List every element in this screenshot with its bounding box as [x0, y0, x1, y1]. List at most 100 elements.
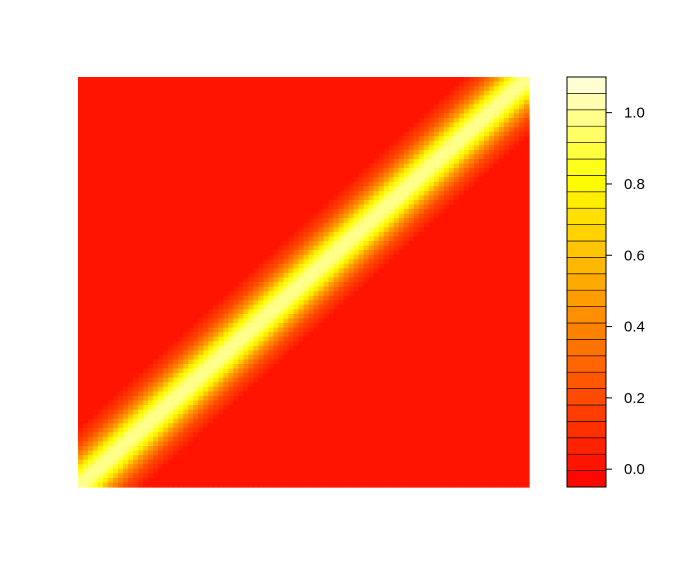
heatmap-cell — [273, 405, 280, 411]
heatmap-cell — [318, 131, 325, 137]
heatmap-cell — [168, 186, 174, 192]
heatmap-cell — [278, 90, 285, 96]
heatmap-cell — [163, 345, 169, 351]
heatmap-cell — [168, 446, 174, 452]
heatmap-cell — [243, 149, 249, 156]
heatmap-cell — [328, 282, 335, 288]
heatmap-cell — [333, 77, 340, 83]
heatmap-cell — [268, 341, 275, 347]
heatmap-cell — [228, 455, 234, 461]
heatmap-cell — [218, 464, 224, 470]
heatmap-cell — [238, 209, 244, 215]
heatmap-cell — [258, 423, 265, 429]
heatmap-cell — [208, 309, 214, 315]
heatmap-cell — [243, 136, 249, 142]
heatmap-cell — [288, 81, 295, 87]
heatmap-cell — [168, 195, 174, 201]
heatmap-cell — [93, 336, 99, 342]
heatmap-cell — [238, 291, 244, 297]
heatmap-cell — [123, 341, 129, 347]
heatmap-cell — [168, 122, 174, 128]
heatmap-cell — [118, 473, 124, 479]
heatmap-cell — [83, 218, 89, 224]
heatmap-cell — [113, 291, 119, 297]
heatmap-cell — [258, 336, 265, 342]
heatmap-cell — [143, 136, 149, 142]
heatmap-cell — [353, 186, 360, 192]
heatmap-cell — [78, 159, 84, 165]
heatmap-cell — [138, 409, 144, 415]
heatmap-cell — [148, 382, 154, 388]
heatmap-cell — [308, 455, 315, 461]
heatmap-cell — [93, 209, 99, 215]
heatmap-cell — [313, 90, 320, 96]
heatmap-cell — [223, 282, 229, 288]
heatmap-cell — [323, 400, 330, 406]
heatmap-cell — [213, 391, 219, 397]
heatmap-cell — [233, 250, 239, 256]
heatmap-cell — [138, 441, 144, 447]
heatmap-cell — [173, 459, 179, 465]
heatmap-cell — [238, 181, 244, 187]
heatmap-cell — [83, 259, 89, 265]
heatmap-cell — [243, 186, 249, 192]
heatmap-cell — [123, 277, 129, 283]
heatmap-cell — [298, 323, 305, 329]
heatmap-cell — [293, 200, 300, 206]
heatmap-cell — [198, 190, 204, 197]
heatmap-cell — [198, 77, 204, 83]
heatmap-cell — [318, 213, 325, 219]
heatmap-cell — [243, 81, 249, 87]
heatmap-cell — [298, 136, 305, 142]
heatmap-cell — [213, 200, 219, 206]
heatmap-cell — [278, 268, 285, 274]
heatmap-cell — [98, 382, 104, 388]
heatmap-cell — [278, 386, 285, 392]
heatmap-cell — [183, 286, 189, 292]
heatmap-cell — [313, 473, 320, 479]
heatmap-cell — [243, 272, 249, 279]
heatmap-cell — [143, 268, 149, 274]
heatmap-cell — [153, 418, 159, 424]
heatmap-cell — [203, 359, 209, 365]
heatmap-cell — [338, 300, 345, 306]
heatmap-cell — [238, 154, 244, 160]
heatmap-cell — [168, 118, 174, 124]
heatmap-cell — [343, 373, 350, 379]
heatmap-cell — [123, 436, 129, 443]
heatmap-cell — [203, 446, 209, 452]
heatmap-cell — [118, 336, 124, 342]
heatmap-cell — [303, 159, 310, 165]
heatmap-cell — [158, 222, 164, 228]
heatmap-cell — [243, 477, 249, 484]
heatmap-cell — [223, 377, 229, 383]
heatmap-cell — [178, 90, 184, 96]
heatmap-cell — [168, 263, 174, 269]
heatmap-cell — [233, 245, 239, 251]
heatmap-cell — [258, 213, 265, 219]
heatmap-cell — [93, 86, 99, 92]
heatmap-cell — [263, 127, 270, 133]
heatmap-cell — [118, 359, 124, 365]
heatmap-cell — [93, 364, 99, 370]
heatmap-cell — [173, 432, 179, 438]
heatmap-cell — [333, 464, 340, 470]
heatmap-cell — [188, 250, 194, 256]
heatmap-cell — [123, 291, 129, 297]
heatmap-cell — [288, 477, 295, 484]
heatmap-cell — [123, 95, 129, 101]
heatmap-cell — [133, 455, 139, 461]
heatmap-cell — [233, 318, 239, 324]
heatmap-cell — [88, 345, 94, 351]
heatmap-cell — [198, 441, 204, 447]
heatmap-cell — [208, 341, 214, 347]
heatmap-cell — [333, 364, 340, 370]
heatmap-cell — [158, 436, 164, 443]
heatmap-cell — [113, 268, 119, 274]
heatmap-cell — [108, 391, 114, 397]
heatmap-cell — [83, 231, 89, 238]
heatmap-cell — [203, 373, 209, 379]
heatmap-cell — [128, 227, 134, 233]
heatmap-cell — [278, 295, 285, 301]
heatmap-cell — [238, 332, 244, 338]
